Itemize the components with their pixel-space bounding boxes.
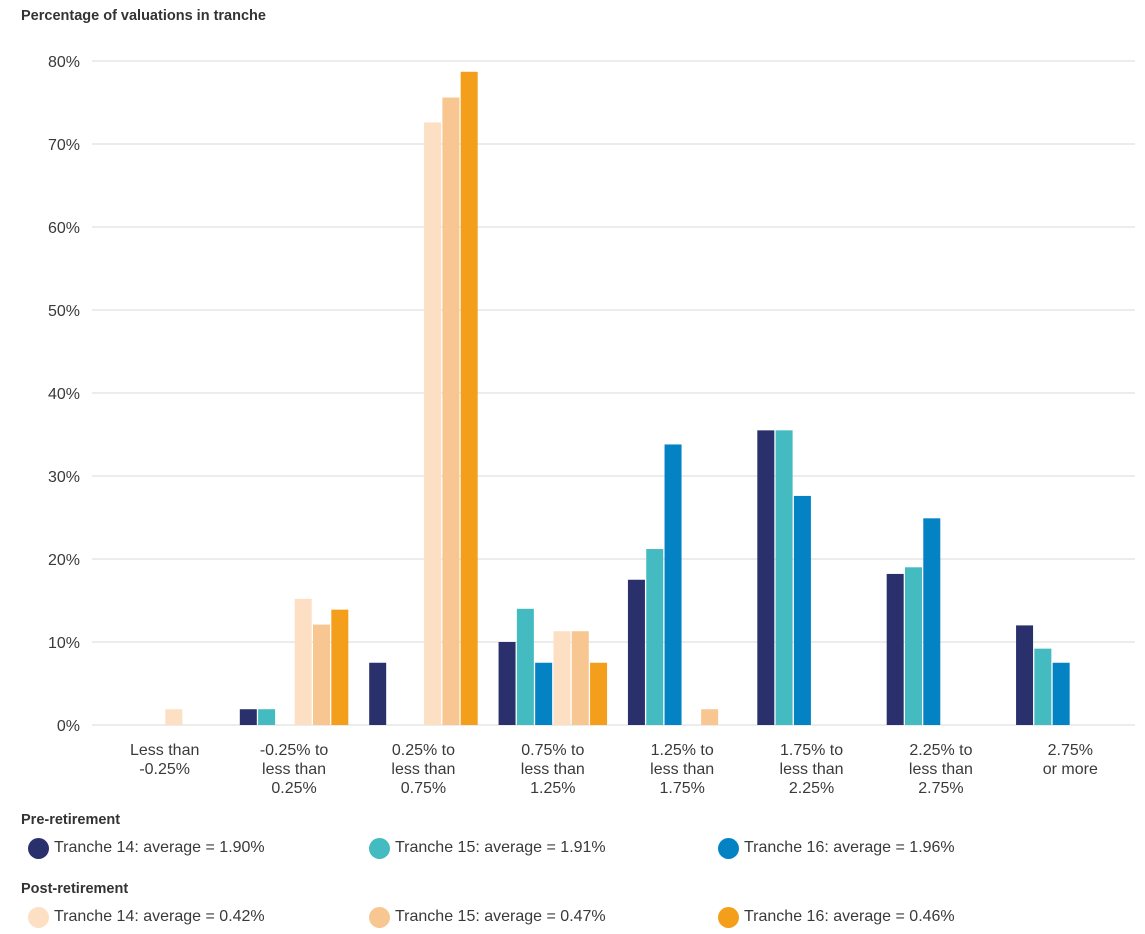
chart-title: Percentage of valuations in tranche <box>21 8 266 24</box>
x-category-label-line: less than <box>909 761 973 778</box>
legend-label: Tranche 15: average = 1.91% <box>395 839 606 856</box>
x-category-label-line: 2.75% <box>918 780 963 797</box>
y-tick-label: 70% <box>48 137 80 154</box>
bar <box>923 518 941 725</box>
bar <box>627 579 645 725</box>
bar <box>258 709 276 725</box>
bar <box>1034 648 1052 725</box>
bar <box>294 598 312 725</box>
y-tick-label: 10% <box>48 635 80 652</box>
legend-item: Tranche 15: average = 0.47% <box>369 906 606 928</box>
legend-row-post-retirement: Tranche 14: average = 0.42% Tranche 15: … <box>28 906 1128 928</box>
legend-swatch <box>369 906 390 928</box>
bar <box>165 709 183 725</box>
x-category-label: 1.75% to less than 2.25% <box>780 742 844 797</box>
x-category-label: 0.25% to less than 0.75% <box>391 742 455 797</box>
x-axis-categories: Less than -0.25% -0.25% to less than 0.25% 0.… <box>130 742 1098 797</box>
x-category-label-line: -0.25% <box>139 761 190 778</box>
bar <box>498 642 516 725</box>
bar <box>313 624 331 725</box>
x-category-label-line: 0.25% to <box>392 742 455 759</box>
legend-swatch <box>28 837 49 859</box>
x-category-label-line: less than <box>262 761 326 778</box>
x-category-label: -0.25% to less than 0.25% <box>260 742 329 797</box>
legend-swatch <box>718 906 739 928</box>
bar-chart: 0% 10% 20% 30% 40% 50% 60% 70% 80% Less than -0.2… <box>48 54 1135 797</box>
bar <box>886 573 904 725</box>
x-category-label-line: -0.25% to <box>260 742 329 759</box>
bar <box>793 495 811 725</box>
bar <box>369 662 387 725</box>
x-category-label-line: or more <box>1043 761 1098 778</box>
x-category-label-line: 1.25% to <box>651 742 714 759</box>
bar <box>646 549 664 725</box>
x-category-label-line: less than <box>521 761 585 778</box>
bar <box>664 444 682 725</box>
x-category-label: 2.75% or more <box>1043 742 1098 778</box>
bar <box>571 631 589 725</box>
legend-item: Tranche 14: average = 1.90% <box>28 837 265 859</box>
x-category-label-line: 1.25% <box>530 780 575 797</box>
x-category-label: Less than -0.25% <box>130 742 199 778</box>
legend-swatch <box>28 906 49 928</box>
y-tick-label: 50% <box>48 303 80 320</box>
y-tick-label: 60% <box>48 220 80 237</box>
x-category-label-line: Less than <box>130 742 199 759</box>
bar <box>424 122 442 726</box>
x-category-label-line: 2.25% to <box>909 742 972 759</box>
x-category-label-line: 0.75% <box>401 780 446 797</box>
y-tick-label: 80% <box>48 54 80 71</box>
x-category-label-line: 2.25% <box>789 780 834 797</box>
x-category-label-line: 0.25% <box>271 780 316 797</box>
legend-item: Tranche 16: average = 0.46% <box>718 906 955 928</box>
bar <box>239 709 257 725</box>
x-category-label-line: less than <box>391 761 455 778</box>
y-tick-label: 30% <box>48 469 80 486</box>
legend-group-title-pre-retirement: Pre-retirement <box>21 812 121 828</box>
bar <box>460 71 478 726</box>
x-category-label: 0.75% to less than 1.25% <box>521 742 585 797</box>
x-category-label-line: less than <box>780 761 844 778</box>
bar <box>331 609 349 725</box>
x-category-label-line: 0.75% to <box>521 742 584 759</box>
x-category-label-line: 2.75% <box>1048 742 1093 759</box>
legend-label: Tranche 16: average = 0.46% <box>744 908 955 925</box>
x-category-label: 1.25% to less than 1.75% <box>650 742 714 797</box>
x-category-label-line: less than <box>650 761 714 778</box>
legend-item: Tranche 14: average = 0.42% <box>28 906 265 928</box>
legend-swatch <box>369 837 390 859</box>
bar <box>442 97 460 725</box>
legend-group-title-post-retirement: Post-retirement <box>21 881 129 897</box>
legend-label: Tranche 14: average = 1.90% <box>54 839 265 856</box>
bar <box>516 608 534 725</box>
legend-swatch <box>718 837 739 859</box>
legend-item: Tranche 15: average = 1.91% <box>369 837 606 859</box>
legend-label: Tranche 14: average = 0.42% <box>54 908 265 925</box>
bar <box>535 662 553 725</box>
bar <box>775 430 793 725</box>
y-tick-label: 0% <box>57 718 80 735</box>
bar <box>701 709 719 725</box>
y-tick-label: 20% <box>48 552 80 569</box>
x-category-label-line: 1.75% to <box>780 742 843 759</box>
legend-item: Tranche 16: average = 1.96% <box>718 837 955 859</box>
legend-label: Tranche 15: average = 0.47% <box>395 908 606 925</box>
gridlines <box>92 60 1135 726</box>
bar <box>553 631 571 725</box>
bar <box>904 567 922 725</box>
y-tick-label: 40% <box>48 386 80 403</box>
x-category-label-line: 1.75% <box>660 780 705 797</box>
legend-label: Tranche 16: average = 1.96% <box>744 839 955 856</box>
x-category-label: 2.25% to less than 2.75% <box>909 742 973 797</box>
bar <box>1052 662 1070 725</box>
bar <box>757 430 775 725</box>
bar <box>590 662 608 725</box>
y-axis-ticks: 0% 10% 20% 30% 40% 50% 60% 70% 80% <box>48 54 80 735</box>
bars <box>165 71 1070 726</box>
legend-row-pre-retirement: Tranche 14: average = 1.90% Tranche 15: … <box>28 837 1128 859</box>
bar <box>1016 625 1034 725</box>
